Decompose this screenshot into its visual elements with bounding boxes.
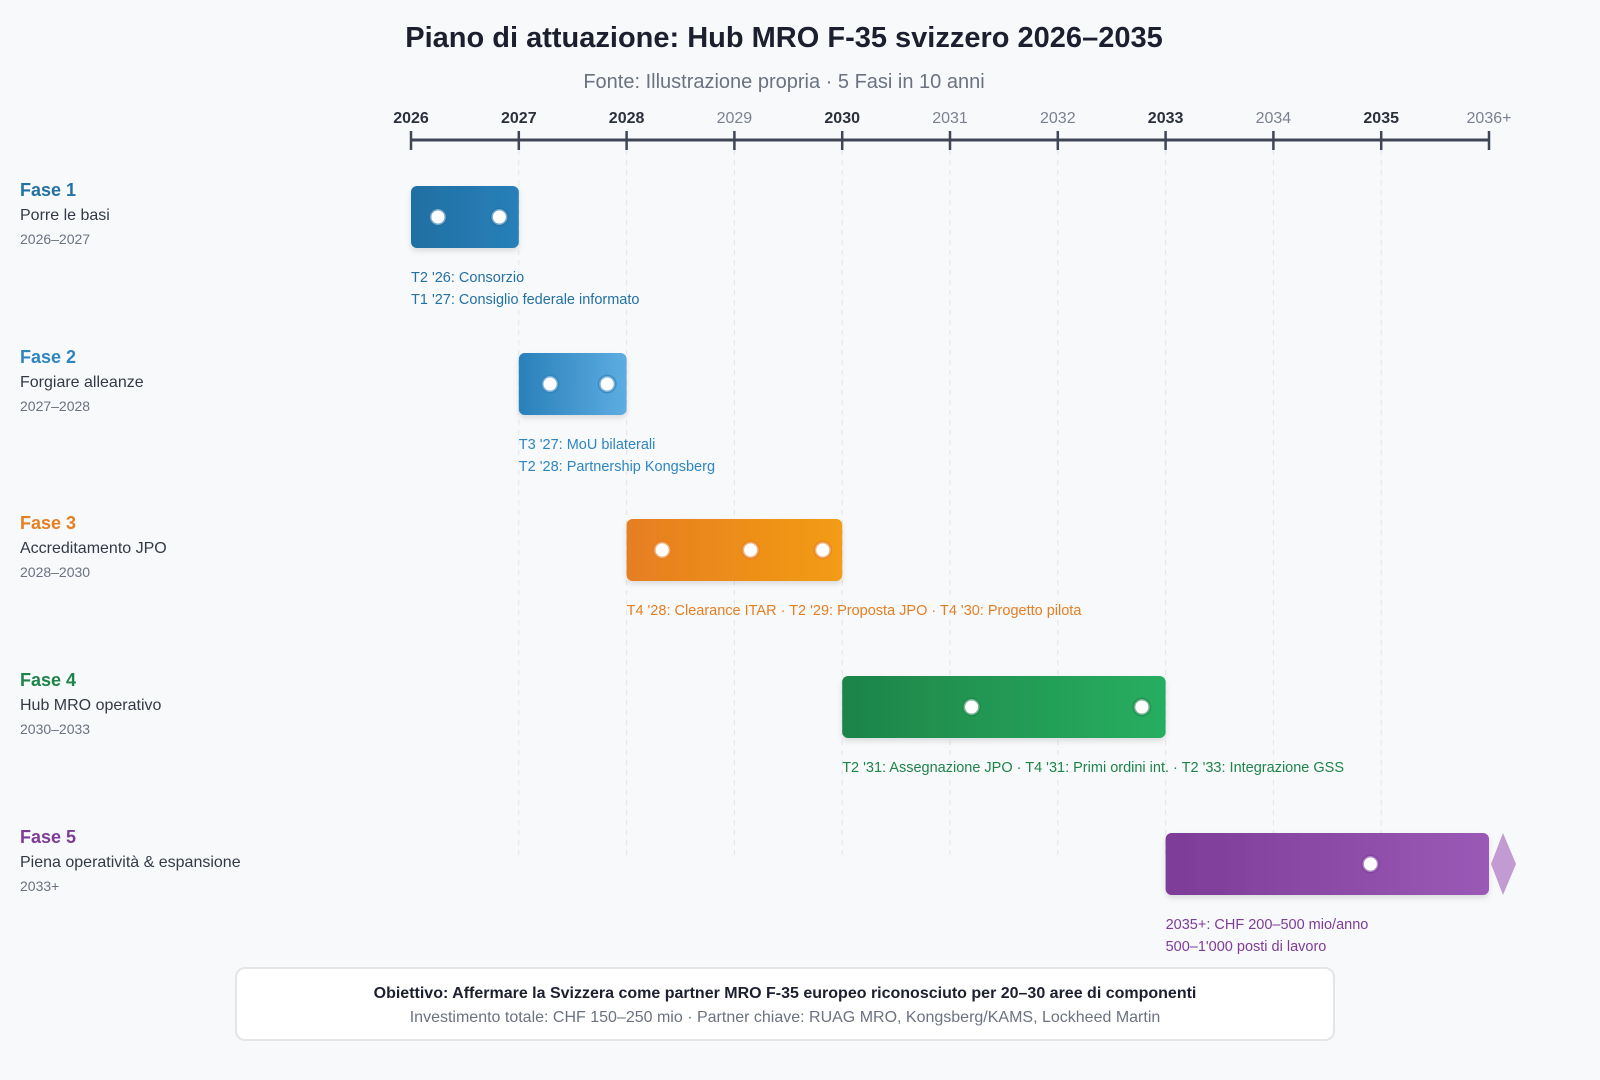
x-tick-label: 2036+ — [1467, 110, 1512, 127]
x-tick-label: 2035 — [1363, 110, 1399, 127]
x-tick-label: 2031 — [932, 110, 968, 127]
x-tick-label: 2030 — [824, 110, 860, 127]
phase-bar — [842, 676, 1166, 738]
phase-name: Fase 1 — [20, 180, 77, 200]
milestone-dot — [597, 374, 617, 394]
milestone-note: T2 '31: Assegnazione JPO · T4 '31: Primi… — [842, 760, 1344, 776]
open-end-diamond — [1491, 833, 1516, 895]
phase-bar — [626, 519, 843, 581]
milestone-note: T2 '28: Partnership Kongsberg — [519, 459, 715, 475]
phase-bar — [411, 186, 519, 248]
milestone-dot — [741, 540, 761, 560]
phase-label: Fase 1 Porre le basi 2026–2027 — [20, 180, 110, 247]
phase-years: 2030–2033 — [20, 721, 91, 737]
chart-title: Piano di attuazione: Hub MRO F-35 svizze… — [405, 22, 1163, 54]
phase-label: Fase 3 Accreditamento JPO 2028–2030 — [20, 513, 167, 580]
milestone-dot — [540, 374, 560, 394]
phase-name: Fase 3 — [20, 513, 77, 533]
phase-label: Fase 5 Piena operatività & espansione 20… — [20, 827, 241, 894]
chart-subtitle: Fonte: Illustrazione propria · 5 Fasi in… — [583, 71, 985, 93]
milestone-dot — [652, 540, 672, 560]
milestone-dot — [962, 697, 982, 717]
milestone-note: T3 '27: MoU bilaterali — [519, 437, 656, 453]
phase-label: Fase 4 Hub MRO operativo 2030–2033 — [20, 670, 161, 737]
milestone-dot — [428, 207, 448, 227]
milestone-note: T1 '27: Consiglio federale informato — [411, 292, 639, 308]
phase-description: Piena operatività & espansione — [20, 854, 241, 871]
x-tick-label: 2033 — [1148, 110, 1184, 127]
phase-years: 2027–2028 — [20, 398, 91, 414]
milestone-note: T4 '28: Clearance ITAR · T2 '29: Propost… — [627, 603, 1083, 619]
x-tick-label: 2034 — [1256, 110, 1292, 127]
phase-bar — [518, 353, 627, 415]
phase-description: Porre le basi — [20, 207, 110, 224]
milestone-dot — [1132, 697, 1152, 717]
milestone-note: 500–1'000 posti di lavoro — [1166, 939, 1327, 955]
milestone-dot — [489, 207, 509, 227]
milestone-note: 2035+: CHF 200–500 mio/anno — [1166, 917, 1369, 933]
phase-description: Forgiare alleanze — [20, 374, 144, 391]
phase-name: Fase 4 — [20, 670, 77, 690]
objective-box: Obiettivo: Affermare la Svizzera come pa… — [235, 967, 1335, 1041]
milestone-dot — [813, 540, 833, 560]
objective-text: Obiettivo: Affermare la Svizzera come pa… — [373, 985, 1197, 1002]
x-tick-label: 2028 — [609, 110, 645, 127]
milestone-note: T2 '26: Consorzio — [411, 270, 524, 286]
investment-text: Investimento totale: CHF 150–250 mio · P… — [409, 1009, 1161, 1026]
gantt-chart: 2026 2027 2028 2029 2030 2031 2032 2033 2034 2035… — [393, 110, 1516, 955]
phase-name: Fase 2 — [20, 347, 77, 367]
phase-description: Hub MRO operativo — [20, 697, 162, 714]
phase-bar — [1165, 833, 1489, 895]
x-tick-label: 2026 — [393, 110, 429, 127]
phase-description: Accreditamento JPO — [20, 540, 167, 557]
phase-name: Fase 5 — [20, 827, 77, 847]
x-tick-label: 2027 — [501, 110, 537, 127]
phase-label: Fase 2 Forgiare alleanze 2027–2028 — [20, 347, 144, 414]
x-tick-label: 2029 — [717, 110, 753, 127]
x-tick-label: 2032 — [1040, 110, 1076, 127]
phase-years: 2033+ — [20, 878, 60, 894]
milestone-dot — [1360, 854, 1380, 874]
phase-years: 2028–2030 — [20, 564, 91, 580]
phase-years: 2026–2027 — [20, 231, 91, 247]
